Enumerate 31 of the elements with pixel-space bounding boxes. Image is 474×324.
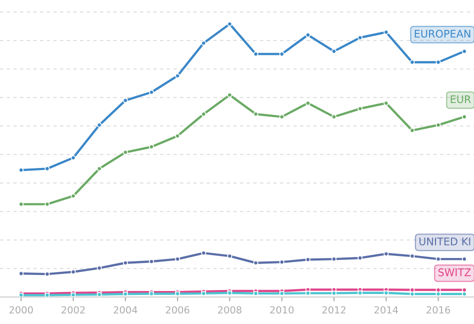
- series-label: SWITZ: [438, 268, 471, 276]
- x-tick-label: 2004: [114, 306, 138, 314]
- x-tick-label: 2010: [270, 306, 294, 314]
- series-label: EUROPEAN: [414, 30, 470, 38]
- x-tick-label: 2014: [374, 306, 398, 314]
- point: [96, 166, 102, 172]
- x-tick-label: 2008: [218, 306, 242, 314]
- x-tick-label: 2016: [426, 306, 450, 314]
- point: [201, 40, 206, 46]
- series-label: UNITED KI: [419, 238, 470, 246]
- point: [436, 291, 441, 296]
- point: [410, 291, 415, 296]
- point: [384, 290, 389, 296]
- point: [410, 128, 415, 133]
- point: [253, 52, 258, 57]
- point: [253, 290, 258, 296]
- x-tick-label: 2006: [166, 306, 190, 314]
- point: [201, 112, 206, 117]
- point: [279, 52, 284, 57]
- point: [70, 155, 76, 160]
- point: [175, 133, 180, 138]
- point: [279, 290, 284, 296]
- point: [70, 193, 76, 198]
- series-label: EUR: [450, 95, 471, 104]
- point: [175, 73, 180, 78]
- x-tick-label: 2002: [62, 306, 85, 314]
- point: [436, 122, 441, 128]
- point: [358, 290, 363, 296]
- x-tick-label: 2012: [322, 306, 346, 314]
- point: [96, 122, 102, 128]
- x-tick-label: 2000: [9, 306, 33, 314]
